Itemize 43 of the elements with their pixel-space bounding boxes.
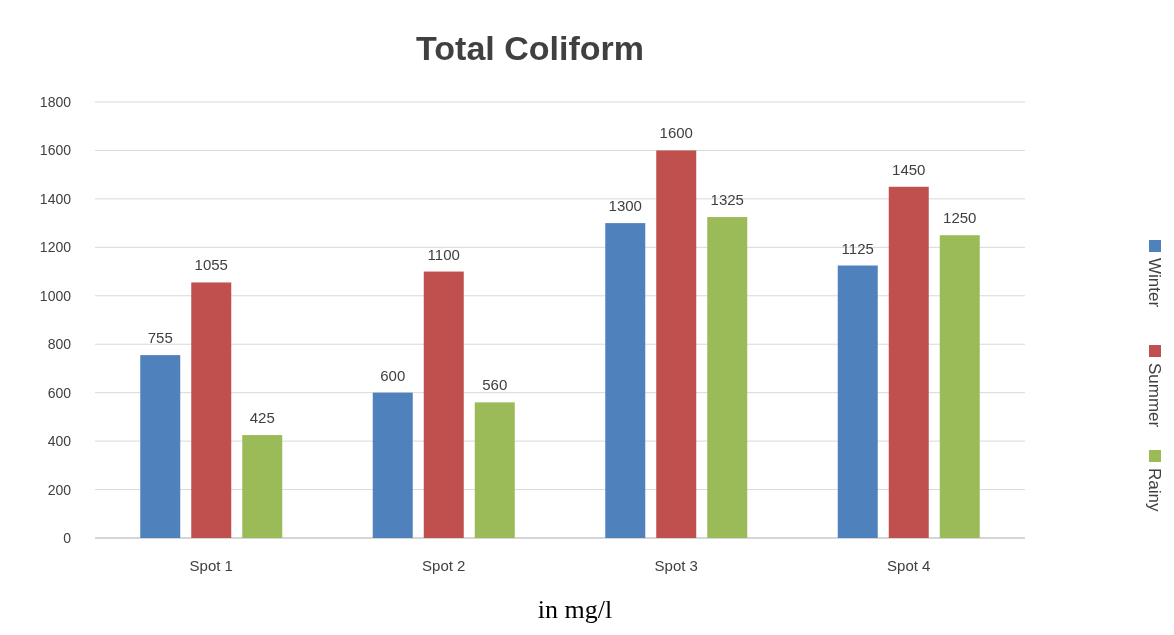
bar [140, 355, 181, 538]
bar [656, 150, 697, 538]
x-tick-label: Spot 1 [189, 557, 233, 574]
legend-label: Summer [1145, 363, 1164, 428]
data-label: 755 [147, 329, 173, 347]
data-label: 1100 [427, 245, 460, 263]
x-tick-label: Spot 4 [887, 557, 931, 574]
data-label: 1450 [892, 160, 926, 178]
bar [474, 402, 515, 538]
data-label: 560 [482, 376, 508, 394]
bar [939, 235, 980, 538]
y-tick-label: 1200 [39, 239, 72, 256]
y-tick-label: 1800 [39, 94, 72, 110]
chart-title: Total Coliform [416, 29, 644, 67]
data-label: 600 [380, 366, 406, 384]
y-tick-label: 600 [47, 384, 72, 401]
data-label: 1600 [659, 124, 693, 142]
data-label: 1325 [710, 191, 744, 209]
bar [191, 282, 232, 538]
bar [837, 265, 878, 538]
bar [605, 223, 646, 538]
y-tick-label: 200 [47, 481, 72, 498]
data-label: 425 [249, 409, 275, 427]
bar [372, 392, 413, 538]
y-tick-label: 0 [63, 530, 72, 546]
bar [242, 435, 283, 538]
data-label: 1055 [194, 256, 228, 274]
x-axis-title: in mg/l [537, 595, 613, 624]
y-tick-label: 1400 [39, 190, 72, 207]
x-tick-label: Spot 3 [654, 557, 698, 574]
data-label: 1125 [841, 239, 874, 257]
legend-label: Winter [1145, 258, 1164, 308]
y-tick-label: 800 [47, 336, 72, 353]
y-tick-label: 400 [47, 433, 72, 450]
y-tick-label: 1000 [39, 287, 72, 304]
y-tick-label: 1600 [39, 142, 72, 159]
x-tick-label: Spot 2 [422, 557, 466, 574]
bar [707, 217, 748, 538]
bar [888, 186, 929, 538]
data-label: 1300 [608, 197, 642, 215]
data-label: 1250 [943, 209, 977, 227]
legend-label: Rainy [1145, 468, 1164, 512]
bar [423, 271, 464, 538]
